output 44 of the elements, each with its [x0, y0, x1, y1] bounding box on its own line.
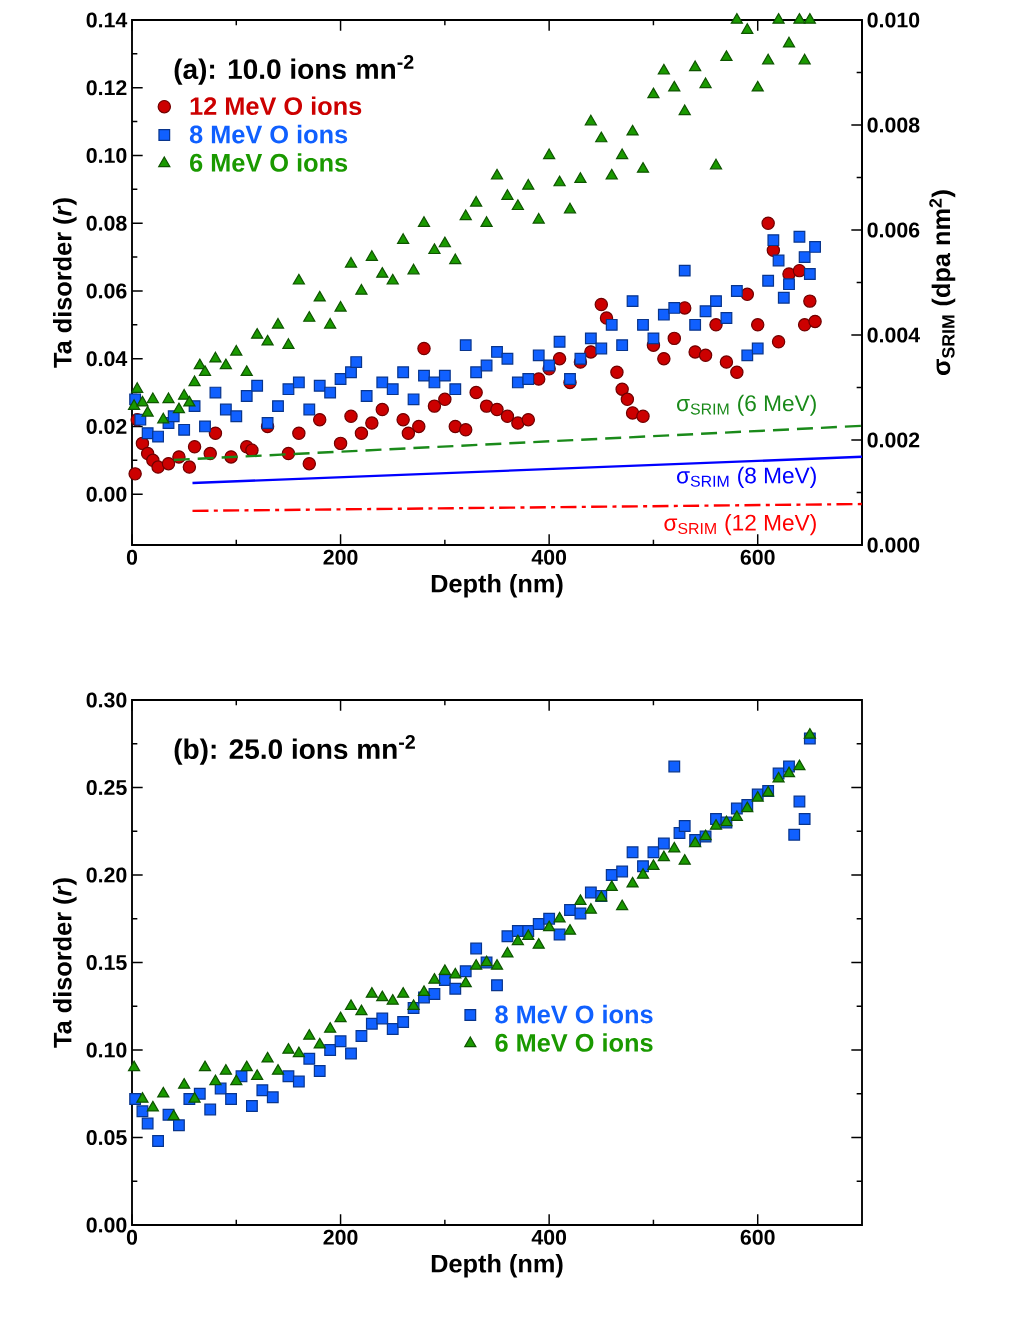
x-tick-label: 400 — [531, 549, 567, 565]
series-label: σ$_{SRIM}$ (8 MeV) — [677, 466, 816, 488]
x-tick-label: 200 — [323, 549, 358, 565]
legend-label: 8 MeV O ions — [495, 1004, 653, 1024]
legend-label: 6 MeV O ions — [190, 153, 348, 172]
y-tick-label: 0.14 — [86, 12, 128, 28]
series-label: σ$_{SRIM}$ (12 MeV) — [664, 514, 816, 536]
x-tick-label: 0 — [126, 549, 138, 565]
y-tick-label: 0.06 — [86, 283, 127, 299]
y-tick-label: 0.08 — [86, 215, 127, 231]
y2-tick-label: 0.010 — [867, 12, 920, 28]
y2-tick-label: 0.008 — [867, 117, 920, 133]
y2-tick-label: 0.002 — [867, 432, 920, 448]
x-tick-label: 600 — [740, 549, 775, 565]
y2-tick-label: 0.004 — [867, 327, 920, 343]
y-tick-label: 0.02 — [86, 418, 127, 434]
x-tick-label: 0 — [126, 1229, 138, 1245]
y-tick-label: 0.10 — [86, 147, 127, 164]
y-tick-label: 0.30 — [86, 692, 127, 708]
y-tick-label: 0.20 — [86, 867, 127, 883]
legend-label: 6 MeV O ions — [495, 1033, 653, 1052]
y-axis-title: Ta disorder (r) — [53, 198, 77, 368]
legend-label: 12 MeV O ions — [190, 96, 362, 116]
annotation: (a): 10.0 ions mn$^{-2}$ — [174, 55, 414, 85]
y-tick-label: 0.25 — [86, 779, 127, 796]
y-tick-label: 0.00 — [86, 1217, 127, 1233]
y-tick-label: 0.15 — [86, 954, 127, 971]
series-label: σ$_{SRIM}$ (6 MeV) — [677, 394, 816, 416]
y-tick-label: 0.04 — [86, 351, 128, 367]
legend-label: 8 MeV O ions — [189, 124, 348, 144]
y-tick-label: 0.10 — [86, 1042, 127, 1058]
x-tick-label: 200 — [323, 1229, 358, 1245]
y2-axis-title: σ$_{SRIM}$ (dpa nm$^{2}$) — [929, 190, 956, 375]
x-tick-label: 600 — [740, 1229, 775, 1245]
y-axis-title: Ta disorder (r) — [53, 878, 77, 1048]
y-tick-label: 0.05 — [86, 1129, 127, 1146]
y-tick-label: 0.00 — [86, 486, 127, 502]
y-tick-label: 0.12 — [86, 80, 127, 96]
x-tick-label: 400 — [531, 1229, 567, 1245]
y2-tick-label: 0.000 — [867, 537, 920, 553]
x-axis-title: Depth (nm) — [431, 1253, 563, 1278]
y2-tick-label: 0.006 — [867, 222, 920, 238]
annotation: (b): 25.0 ions mn$^{-2}$ — [174, 735, 415, 765]
x-axis-title: Depth (nm) — [431, 573, 563, 598]
